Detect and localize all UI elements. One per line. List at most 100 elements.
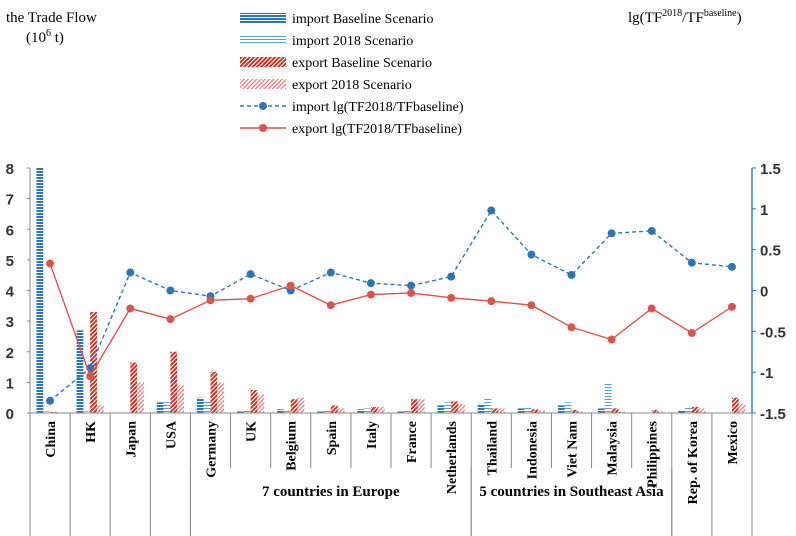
point-import-lg-tf2018-tfbaseline-: [126, 268, 135, 277]
bar-import-2018-scenario: [564, 402, 572, 413]
bar-export-2018-scenario: [457, 403, 465, 413]
point-export-lg-tf2018-tfbaseline-: [366, 290, 375, 299]
bar-export-2018-scenario: [137, 382, 144, 413]
point-export-lg-tf2018-tfbaseline-: [86, 372, 95, 381]
point-export-lg-tf2018-tfbaseline-: [487, 297, 496, 306]
left-axis-unit: (106 t): [26, 28, 64, 46]
category-label: Belgium: [285, 421, 300, 471]
bar-export-2018-scenario: [738, 403, 746, 413]
bar-import-baseline-scenario: [236, 411, 244, 413]
point-import-lg-tf2018-tfbaseline-: [326, 268, 335, 277]
point-import-lg-tf2018-tfbaseline-: [607, 229, 616, 238]
bar-export-2018-scenario: [377, 406, 385, 413]
point-import-lg-tf2018-tfbaseline-: [687, 258, 696, 267]
bar-import-2018-scenario: [404, 410, 412, 413]
category-label: Rep. of Korea: [686, 421, 701, 504]
point-export-lg-tf2018-tfbaseline-: [46, 259, 55, 268]
bar-import-baseline-scenario: [357, 409, 365, 413]
category-label: HK: [84, 421, 99, 443]
legend-swatch-import-baseline-scenario: [240, 13, 286, 23]
point-export-lg-tf2018-tfbaseline-: [647, 304, 656, 313]
category-label: USA: [164, 420, 179, 449]
legend-swatch-export-baseline-scenario: [240, 57, 286, 67]
bar-export-2018-scenario: [297, 397, 305, 413]
bar-import-2018-scenario: [43, 411, 51, 413]
point-export-lg-tf2018-tfbaseline-: [326, 301, 335, 310]
left-axis-title: the Trade Flow: [6, 10, 97, 26]
right-axis-title: lg(TF2018/TFbaseline): [628, 8, 742, 26]
category-label: Spain: [325, 421, 340, 455]
bar-import-2018-scenario: [283, 409, 291, 413]
bar-export-2018-scenario: [578, 411, 586, 413]
bar-import-2018-scenario: [364, 408, 371, 413]
right-tick-label: -1: [760, 365, 773, 382]
bar-export-2018-scenario: [498, 408, 505, 413]
bar-export-baseline-scenario: [210, 371, 218, 413]
bar-export-baseline-scenario: [250, 390, 258, 413]
left-tick-label: 6: [6, 222, 14, 239]
point-import-lg-tf2018-tfbaseline-: [527, 250, 536, 259]
left-tick-label: 5: [6, 253, 14, 270]
point-export-lg-tf2018-tfbaseline-: [407, 288, 416, 297]
point-export-lg-tf2018-tfbaseline-: [447, 293, 456, 302]
bar-export-baseline-scenario: [491, 408, 499, 413]
bar-import-baseline-scenario: [76, 330, 84, 413]
point-export-lg-tf2018-tfbaseline-: [126, 304, 135, 313]
bar-import-2018-scenario: [83, 411, 91, 413]
legend-label: export 2018 Scenario: [292, 78, 412, 93]
bar-import-2018-scenario: [444, 402, 452, 413]
bar-import-2018-scenario: [324, 410, 331, 413]
bar-export-2018-scenario: [417, 399, 425, 413]
bar-export-2018-scenario: [618, 411, 626, 413]
bar-export-2018-scenario: [177, 385, 185, 413]
bars: [36, 168, 746, 413]
bar-import-baseline-scenario: [678, 409, 686, 413]
category-label: Indonesia: [525, 421, 540, 479]
bar-import-2018-scenario: [685, 406, 692, 413]
bar-import-2018-scenario: [203, 400, 211, 413]
bar-export-baseline-scenario: [651, 409, 659, 413]
point-export-lg-tf2018-tfbaseline-: [286, 281, 295, 290]
legend-swatch-export-2018-scenario: [240, 79, 286, 89]
bar-export-baseline-scenario: [451, 401, 458, 413]
bar-export-baseline-scenario: [691, 406, 699, 413]
point-export-lg-tf2018-tfbaseline-: [527, 301, 536, 310]
bar-export-baseline-scenario: [731, 397, 739, 413]
point-export-lg-tf2018-tfbaseline-: [166, 315, 175, 324]
bar-export-2018-scenario: [698, 408, 706, 413]
bar-import-baseline-scenario: [156, 402, 164, 413]
point-import-lg-tf2018-tfbaseline-: [647, 226, 656, 235]
bar-import-baseline-scenario: [277, 409, 284, 413]
point-export-lg-tf2018-tfbaseline-: [607, 335, 616, 344]
category-label: China: [44, 421, 59, 458]
category-label: UK: [245, 421, 260, 442]
point-import-lg-tf2018-tfbaseline-: [727, 262, 736, 271]
bar-import-baseline-scenario: [517, 408, 525, 413]
bar-export-2018-scenario: [257, 394, 265, 413]
legend-label: export lg(TF2018/TFbaseline): [292, 122, 462, 137]
legend: import Baseline Scenario import 2018 Scen…: [240, 12, 464, 137]
bar-import-baseline-scenario: [196, 397, 204, 413]
left-tick-label: 2: [6, 345, 14, 362]
legend-label: import 2018 Scenario: [292, 34, 413, 49]
group-label: 5 countries in Southeast Asia: [479, 484, 664, 500]
line-import-lg-tf2018-tfbaseline-: [49, 209, 733, 402]
bar-export-baseline-scenario: [571, 409, 579, 413]
category-label: Viet Nam: [566, 421, 581, 478]
point-import-lg-tf2018-tfbaseline-: [487, 206, 496, 215]
bar-export-baseline-scenario: [130, 362, 138, 413]
right-tick-label: 0: [760, 284, 768, 301]
left-tick-label: 1: [6, 375, 14, 392]
bar-import-baseline-scenario: [36, 168, 44, 413]
bar-import-baseline-scenario: [557, 405, 565, 413]
point-export-lg-tf2018-tfbaseline-: [567, 323, 576, 332]
right-tick-label: 1.5: [760, 161, 781, 178]
bar-import-2018-scenario: [524, 406, 532, 413]
bar-import-baseline-scenario: [477, 403, 485, 413]
left-tick-label: 0: [6, 406, 14, 423]
axes: 0 1 2 3 4 5 6 7 8 -1.5 -1 -0.5 0 0.5 1 1.5: [6, 161, 786, 423]
bar-import-baseline-scenario: [597, 408, 605, 413]
bar-import-2018-scenario: [163, 402, 171, 413]
left-tick-label: 8: [6, 161, 14, 178]
